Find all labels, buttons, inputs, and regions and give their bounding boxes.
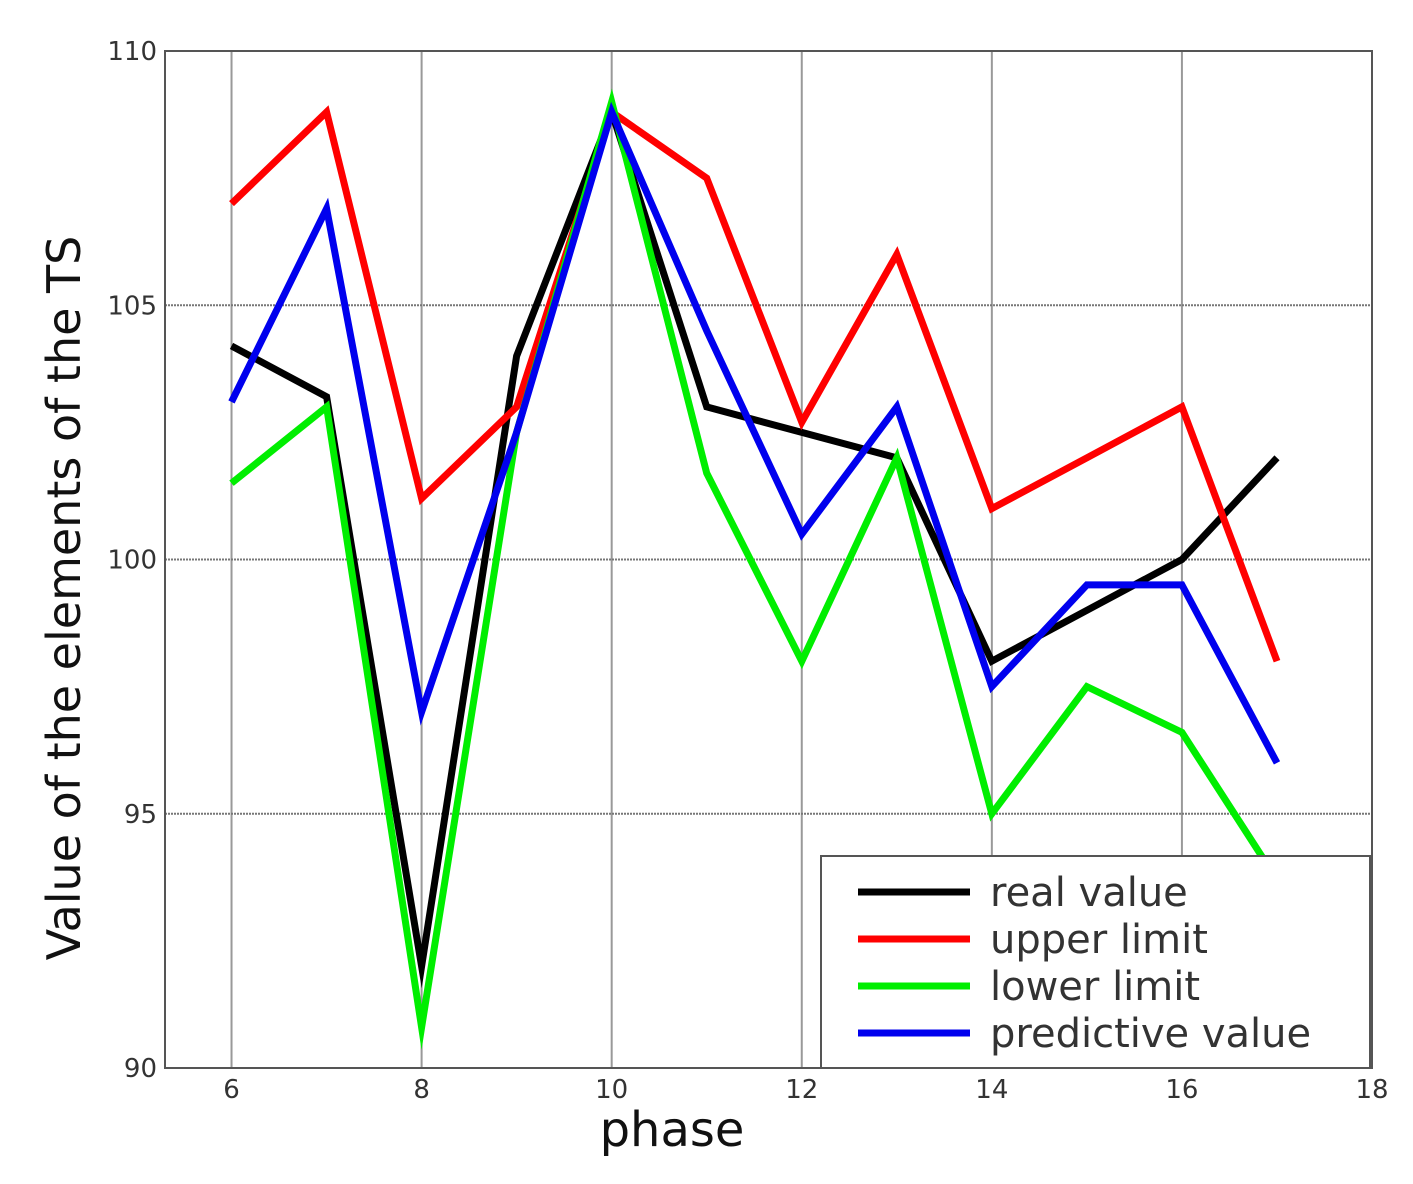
x-tick-label: 18 xyxy=(1355,1075,1388,1105)
x-tick-label: 16 xyxy=(1165,1075,1198,1105)
series-line-real-value xyxy=(229,101,1280,989)
x-tick-label: 10 xyxy=(595,1075,628,1105)
y-tick-label: 90 xyxy=(124,1054,157,1084)
series-line-predictive-value xyxy=(228,101,1281,765)
x-tick-label: 12 xyxy=(785,1075,818,1105)
tick-labels: 6 8 10 12 14 16 18 90 95 100 105 110 xyxy=(107,37,1388,1105)
y-tick-label: 110 xyxy=(107,37,157,67)
y-tick-label: 95 xyxy=(124,800,157,830)
x-tick-label: 8 xyxy=(413,1075,430,1105)
series-line-lower-limit xyxy=(229,88,1280,1050)
x-axis-title: phase xyxy=(600,1102,745,1158)
series-line-upper-limit xyxy=(229,105,1281,663)
legend-label-predictive-value: predictive value xyxy=(990,1011,1311,1057)
plot-frame xyxy=(164,50,1373,1069)
x-tick-label: 6 xyxy=(223,1075,240,1105)
y-tick-label: 105 xyxy=(107,291,157,321)
series-group xyxy=(228,88,1281,1050)
y-tick-label: 100 xyxy=(107,546,157,576)
x-tick-label: 14 xyxy=(975,1075,1008,1105)
y-axis-title: Value of the elements of the TS xyxy=(37,236,91,961)
legend-label-upper-limit: upper limit xyxy=(990,917,1208,963)
legend-label-real-value: real value xyxy=(990,870,1188,916)
legend-label-lower-limit: lower limit xyxy=(990,964,1200,1010)
